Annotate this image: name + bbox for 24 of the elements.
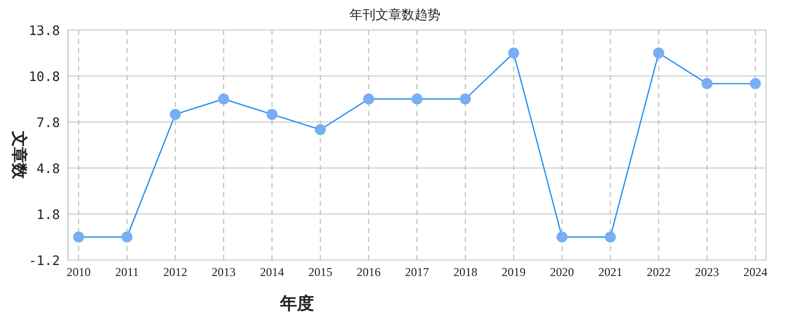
y-tick-label: -1.2 xyxy=(28,254,60,269)
x-tick-label: 2016 xyxy=(356,265,381,279)
y-tick-label: 13.8 xyxy=(28,24,60,39)
chart-title: 年刊文章数趋势 xyxy=(350,8,440,23)
x-tick-label: 2020 xyxy=(550,265,574,279)
x-tick-label: 2022 xyxy=(646,265,671,279)
x-tick-label: 2024 xyxy=(743,265,768,279)
x-tick-label: 2012 xyxy=(163,265,188,279)
x-tick-label: 2017 xyxy=(405,265,429,279)
y-tick-label: 7.8 xyxy=(36,116,60,131)
x-tick-label: 2013 xyxy=(212,265,236,279)
y-tick-label: 10.8 xyxy=(28,70,60,85)
x-tick-label: 2010 xyxy=(66,265,91,279)
y-axis-title: 文章数 xyxy=(10,130,29,180)
x-tick-label: 2019 xyxy=(502,265,526,279)
x-tick-label: 2021 xyxy=(598,265,622,279)
x-tick-label: 2023 xyxy=(695,265,720,279)
x-tick-label: 2014 xyxy=(260,265,284,279)
y-tick-label: 4.8 xyxy=(36,162,60,177)
x-tick-label: 2011 xyxy=(115,265,139,279)
x-tick-label: 2015 xyxy=(308,265,332,279)
x-axis-title: 年度 xyxy=(279,294,314,314)
y-tick-label: 1.8 xyxy=(36,208,60,223)
x-tick-label: 2018 xyxy=(453,265,478,279)
